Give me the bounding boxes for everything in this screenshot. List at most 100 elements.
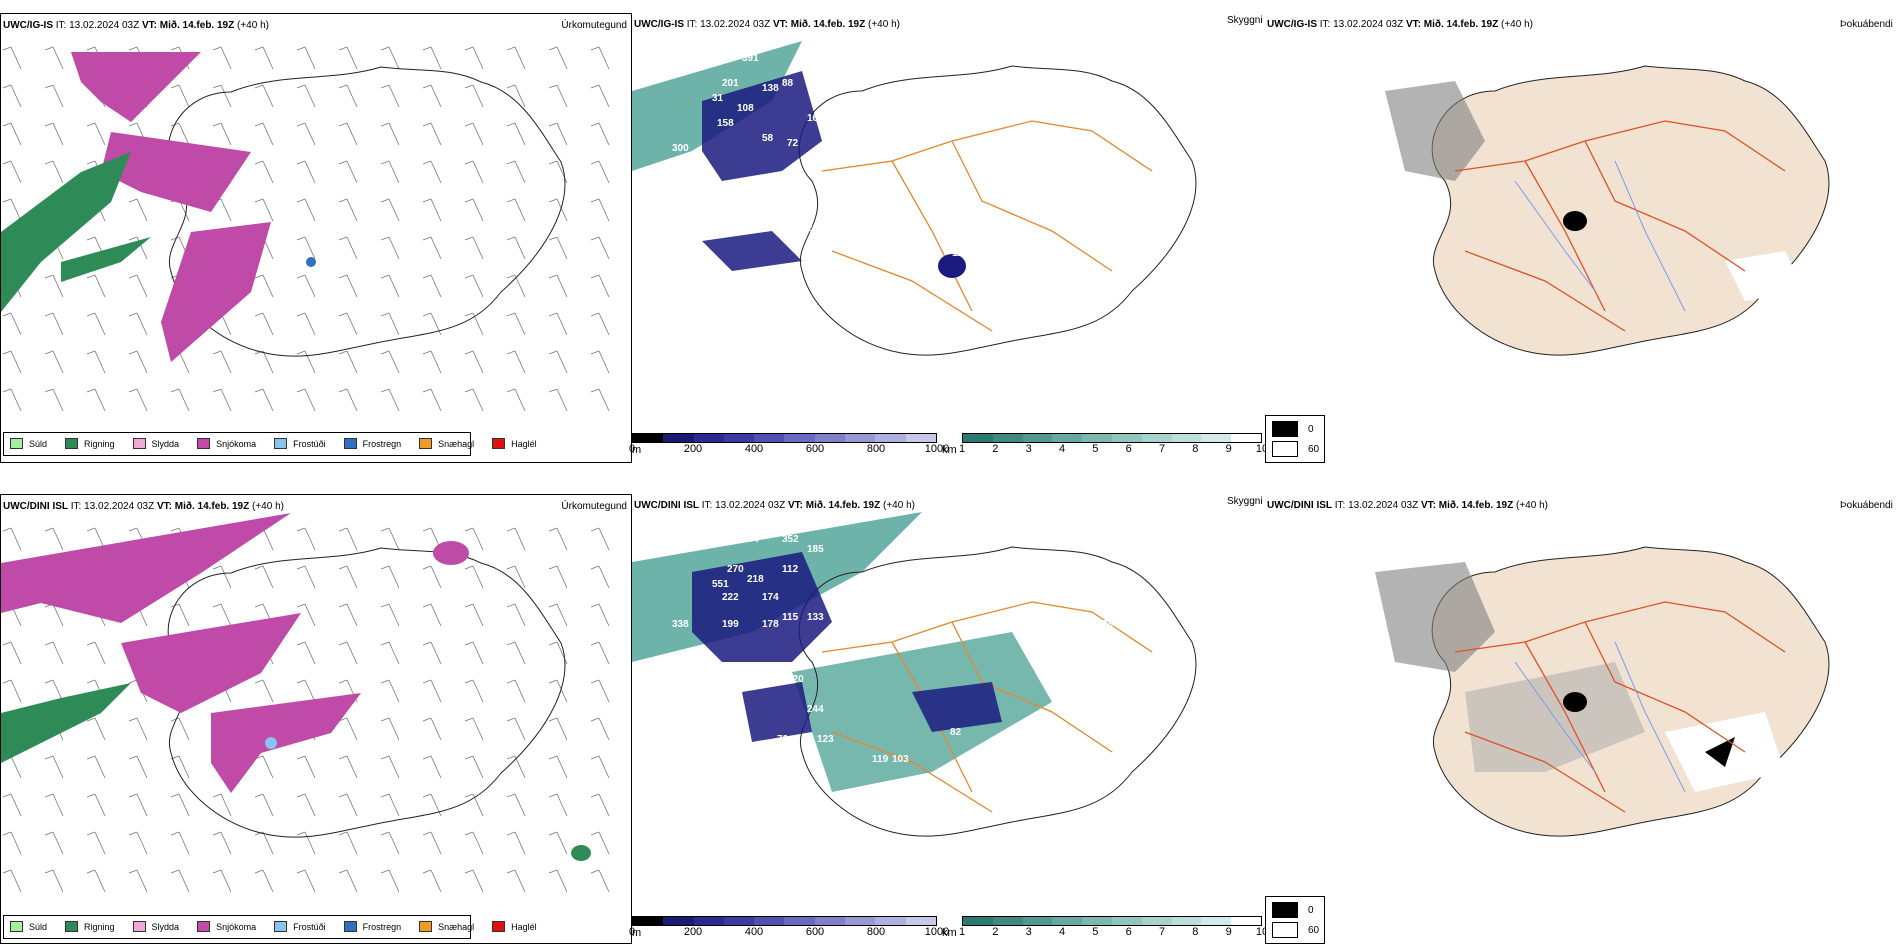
wind-barb xyxy=(548,198,568,222)
wind-barb xyxy=(212,603,232,627)
wind-barb xyxy=(296,84,316,108)
wind-barb xyxy=(380,84,400,108)
wind-barb xyxy=(296,236,316,260)
wind-barb xyxy=(212,122,232,146)
colorbar-cell xyxy=(1171,917,1202,925)
colorbar-cell xyxy=(633,917,664,925)
colorbar-cell xyxy=(963,917,993,925)
wind-barb xyxy=(590,679,610,703)
legend-item-7: Haglél xyxy=(492,921,537,932)
wind-barb xyxy=(296,274,316,298)
legend-swatch xyxy=(65,921,79,932)
freezing-rain-spot xyxy=(306,257,316,267)
cloud-base-value: 28 xyxy=(777,173,789,184)
wind-barb xyxy=(296,312,316,336)
fog-core xyxy=(1563,211,1587,231)
wind-barb xyxy=(128,388,148,412)
cloud-base-value: 270 xyxy=(727,564,744,575)
legend-swatch xyxy=(132,921,146,932)
legend-item-0: Súld xyxy=(10,921,47,932)
colorbar-tick: 200 xyxy=(683,443,703,455)
wind-barb xyxy=(590,236,610,260)
wind-barb xyxy=(548,869,568,893)
legend-item-5: Frostregn xyxy=(343,438,401,449)
wind-barb xyxy=(506,274,526,298)
wind-barb xyxy=(380,527,400,551)
wind-barb xyxy=(380,160,400,184)
wind-barb xyxy=(338,565,358,589)
wind-barb xyxy=(506,122,526,146)
legend-label: Rigning xyxy=(84,921,115,932)
wind-barb xyxy=(338,603,358,627)
colorbar-cell xyxy=(1052,917,1083,925)
colorbar-cell xyxy=(1082,434,1112,442)
legend-swatch xyxy=(274,438,288,449)
wind-barb xyxy=(464,869,484,893)
iceland-land xyxy=(1431,65,1830,356)
colorbar-cell xyxy=(754,917,785,925)
wind-barb xyxy=(212,793,232,817)
legend-label: Haglél xyxy=(511,921,537,932)
visibility-bar-top: 1 2 3 4 5 6 7 8 9 10 xyxy=(959,433,1268,457)
wind-barb xyxy=(422,679,442,703)
colorbar-tick: 9 xyxy=(1225,926,1232,938)
wind-barb xyxy=(464,388,484,412)
wind-barb xyxy=(44,160,64,184)
wind-barb xyxy=(590,388,610,412)
wind-barb xyxy=(2,527,22,551)
wind-barb xyxy=(2,679,22,703)
cloud-base-value: 72 xyxy=(777,734,789,745)
cloud-base-value: 178 xyxy=(762,619,779,630)
cloud-base-unit: m xyxy=(632,444,642,456)
low-cloud-area-3 xyxy=(912,682,1002,732)
wind-barb xyxy=(254,46,274,70)
wind-barb xyxy=(590,350,610,374)
wind-barb xyxy=(170,869,190,893)
cloud-base-value: 138 xyxy=(782,228,799,239)
wind-barb xyxy=(296,198,316,222)
legend-swatch xyxy=(343,438,357,449)
cloud-base-value: 133 xyxy=(807,612,824,623)
colorbar-cell xyxy=(784,434,815,442)
precip-panel-bottom: UWC/DINI ISL IT: 13.02.2024 03Z VT: Mið.… xyxy=(0,494,632,944)
wind-barb xyxy=(506,717,526,741)
wind-barb xyxy=(548,388,568,412)
legend-label: Haglél xyxy=(511,438,537,449)
colorbar-cell xyxy=(845,917,876,925)
wind-barb xyxy=(464,641,484,665)
wind-barb xyxy=(212,565,232,589)
cloud-panel-top: UWC/IG-IS IT: 13.02.2024 03Z VT: Mið. 14… xyxy=(629,13,1268,463)
wind-barb xyxy=(128,793,148,817)
colorbar-cell xyxy=(1141,434,1172,442)
cloud-base-value: 440 xyxy=(1017,747,1034,758)
legend-swatch xyxy=(10,921,23,932)
snow-area-2 xyxy=(121,613,301,713)
wind-barb xyxy=(506,869,526,893)
cloud-base-value: 210 xyxy=(807,223,824,234)
wind-barb xyxy=(212,84,232,108)
cloud-base-value: 158 xyxy=(717,118,734,129)
wind-barb xyxy=(380,46,400,70)
wind-barb xyxy=(128,198,148,222)
wind-barb xyxy=(338,122,358,146)
colorbar-cell xyxy=(1141,917,1172,925)
wind-barb xyxy=(86,831,106,855)
wind-barb xyxy=(548,793,568,817)
wind-barb xyxy=(338,274,358,298)
low-cloud-area xyxy=(702,71,822,181)
wind-barb xyxy=(296,160,316,184)
wind-barb xyxy=(506,312,526,336)
legend-item-2: Slydda xyxy=(132,921,179,932)
wind-barb xyxy=(254,565,274,589)
colorbar-tick: 7 xyxy=(1158,443,1166,455)
grey-fog-central xyxy=(1465,662,1645,772)
legend-label: Snæhagl xyxy=(438,438,475,449)
colorbar-cell xyxy=(663,434,694,442)
rivers xyxy=(1514,641,1686,793)
fog-roads xyxy=(1454,601,1786,813)
wind-barb xyxy=(590,565,610,589)
wind-barb xyxy=(464,84,484,108)
wind-barb xyxy=(296,46,316,70)
wind-barb xyxy=(548,84,568,108)
